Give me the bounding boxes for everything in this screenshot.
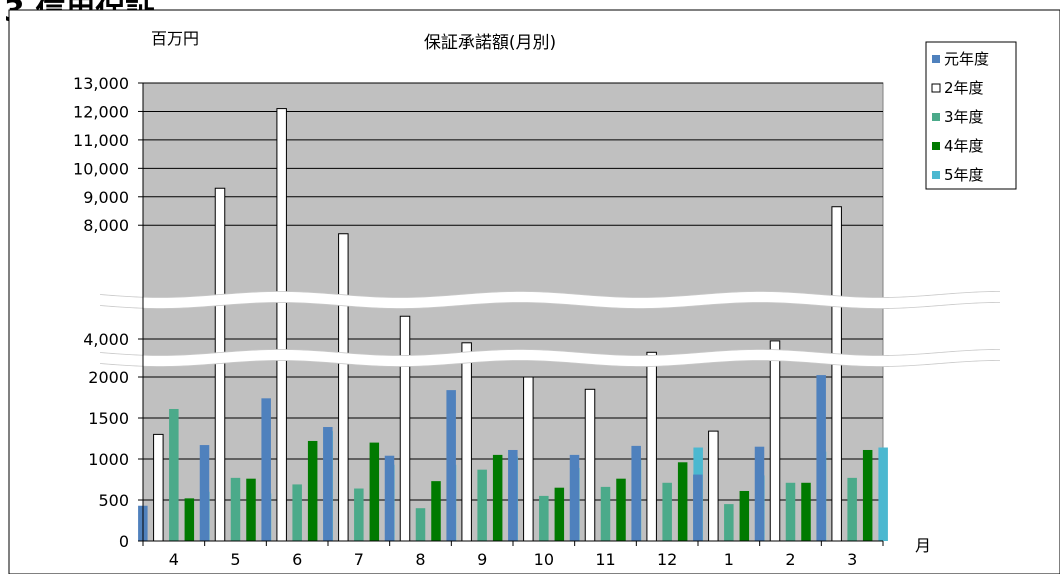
bar	[184, 498, 195, 541]
bar	[323, 427, 333, 541]
y-tick-label: 11,000	[73, 131, 129, 150]
bar	[739, 490, 750, 541]
bar	[307, 440, 318, 541]
y-tick-label: 8,000	[83, 216, 129, 235]
axis-break-band	[99, 349, 1001, 367]
y-tick-label: 1000	[88, 450, 129, 469]
legend-swatch	[932, 55, 940, 63]
legend-label: 4年度	[944, 137, 984, 155]
legend: 元年度 2年度 3年度 4年度 5年度	[925, 41, 1017, 190]
bar	[292, 484, 302, 541]
bar	[708, 430, 719, 542]
legend-label: 3年度	[944, 108, 984, 126]
bar	[554, 487, 565, 541]
y-tick-label: 2000	[88, 368, 129, 387]
bar	[276, 108, 287, 542]
bar	[801, 482, 811, 541]
bar	[878, 447, 888, 541]
x-tick-label: 4	[169, 550, 179, 569]
bar	[600, 486, 611, 541]
axis-break-edge	[99, 360, 1001, 367]
axis-break-edge	[99, 291, 1001, 298]
bar	[523, 376, 534, 542]
chart-title: 保証承諾額(月別)	[424, 33, 556, 53]
x-axis-label: 月	[915, 536, 931, 555]
bar	[754, 446, 765, 541]
x-tick-label: 11	[595, 550, 615, 569]
x-tick-label: 1	[724, 550, 734, 569]
y-tick-label: 500	[98, 491, 129, 510]
bar	[354, 488, 364, 541]
bar	[261, 398, 271, 541]
x-tick-label: 5	[230, 550, 240, 569]
bar	[785, 482, 796, 541]
legend-swatch	[932, 142, 940, 150]
bar	[399, 315, 411, 542]
x-tick-label: 2	[785, 550, 795, 569]
bar	[431, 481, 441, 541]
bar	[862, 449, 873, 541]
bar	[816, 375, 826, 541]
bar	[369, 442, 380, 541]
y-tick-label: 4,000	[83, 330, 129, 349]
axes: 0 500 1000 1500 2000 4,000 8,000 9,000 10,000 11,…	[73, 74, 884, 569]
bar	[847, 477, 857, 541]
legend-swatch	[932, 171, 940, 179]
bar	[831, 206, 842, 542]
y-tick-label: 9,000	[83, 188, 129, 207]
legend-swatch	[931, 83, 941, 93]
bar	[539, 495, 549, 541]
bar	[415, 508, 426, 541]
axis-break-edge	[99, 349, 1001, 356]
bar	[338, 233, 349, 542]
bar	[214, 187, 226, 542]
y-tick-label: 0	[119, 532, 129, 551]
bar	[616, 478, 626, 541]
bar	[477, 469, 487, 541]
x-tick-label: 12	[657, 550, 677, 569]
bar	[199, 445, 210, 541]
bar	[662, 482, 672, 541]
x-tick-label: 10	[534, 550, 554, 569]
bar	[769, 340, 781, 542]
bar	[153, 433, 164, 542]
legend-label: 2年度	[944, 79, 984, 97]
bar	[446, 390, 456, 541]
bar	[461, 342, 472, 542]
legend-label: 5年度	[944, 166, 984, 184]
bar	[230, 477, 241, 541]
bar	[492, 454, 503, 541]
legend-swatch	[932, 113, 940, 121]
bar	[677, 462, 688, 541]
y-tick-label: 1500	[88, 409, 129, 428]
axis-break-edge	[99, 302, 1001, 309]
y-tick-label: 10,000	[73, 159, 129, 178]
bar	[384, 455, 395, 541]
bar	[631, 445, 641, 541]
x-tick-label: 9	[477, 550, 487, 569]
bar	[246, 478, 256, 541]
bar	[693, 474, 703, 541]
x-tick-label: 6	[292, 550, 302, 569]
x-tick-label: 7	[354, 550, 364, 569]
legend-box	[925, 41, 1017, 190]
y-axis-unit-label: 百万円	[151, 29, 199, 48]
bar	[646, 351, 657, 542]
bar	[724, 504, 734, 541]
x-tick-label: 8	[415, 550, 425, 569]
axis-break-marks	[99, 291, 1001, 367]
axis-break-band	[99, 291, 1001, 309]
bar	[584, 388, 596, 542]
legend-label: 元年度	[944, 50, 989, 68]
bar	[569, 454, 580, 541]
bar	[169, 408, 179, 541]
y-tick-label: 12,000	[73, 102, 129, 121]
x-tick-label: 3	[847, 550, 857, 569]
bar	[508, 449, 518, 541]
y-tick-label: 13,000	[73, 74, 129, 93]
